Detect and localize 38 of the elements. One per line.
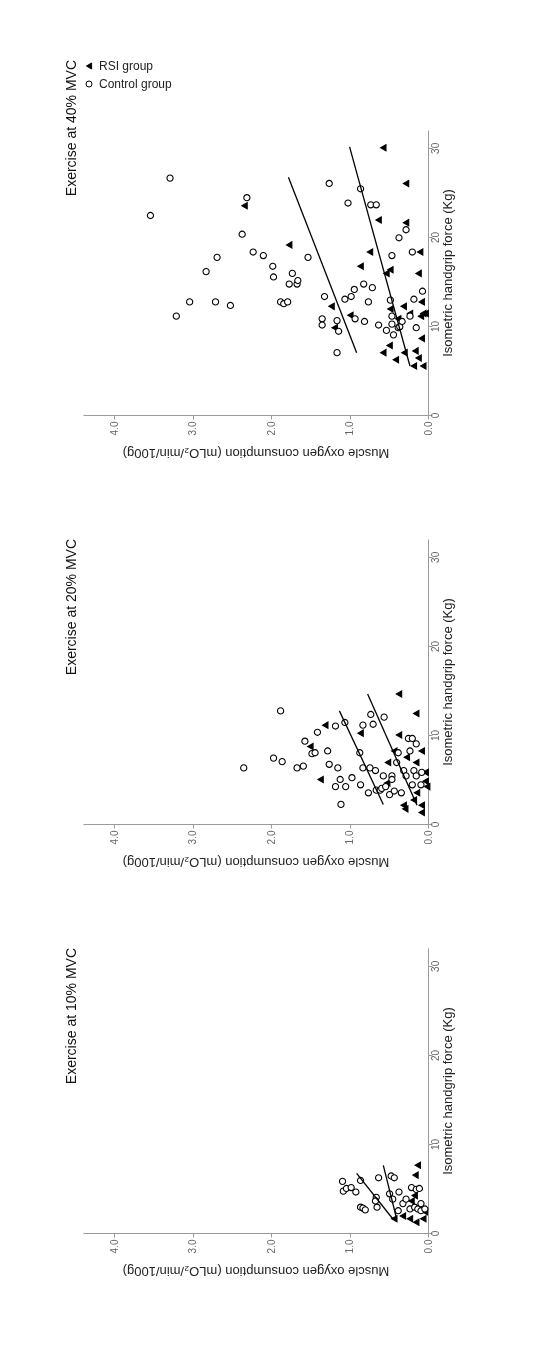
x-tick-label: 3.0 xyxy=(187,421,199,436)
y-tick-label: 30 xyxy=(429,960,441,972)
x-axis-title: Muscle oxygen consumption (mLO₂/min/100g) xyxy=(122,1264,390,1280)
y-tick-label: 10 xyxy=(429,320,441,332)
y-tick-label: 0 xyxy=(429,412,441,419)
y-tick-label: 30 xyxy=(429,142,441,154)
y-axis-title: Isometric handgrip force (Kg) xyxy=(439,189,455,357)
text: Exercise at 20% MVC xyxy=(63,539,79,676)
x-tick-label: 0.0 xyxy=(422,830,434,845)
y-tick-label: 20 xyxy=(429,231,441,243)
y-tick-label: 20 xyxy=(429,640,441,652)
x-tick-label: 4.0 xyxy=(108,830,120,845)
x-tick-label: 0.0 xyxy=(422,1239,434,1254)
x-tick-label: 3.0 xyxy=(187,830,199,845)
x-axis-title: Muscle oxygen consumption (mLO₂/min/100g) xyxy=(122,855,390,871)
x-tick-label: 2.0 xyxy=(265,830,277,845)
x-tick-label: 1.0 xyxy=(344,421,356,436)
chart-title: Exercise at 40% MVC xyxy=(63,60,79,197)
x-tick-label: 3.0 xyxy=(187,1239,199,1254)
y-tick-label: 0 xyxy=(429,821,441,828)
text: Exercise at 10% MVC xyxy=(63,948,79,1085)
x-tick-label: 4.0 xyxy=(108,1239,120,1254)
y-tick-label: 20 xyxy=(429,1049,441,1061)
y-tick-label: 30 xyxy=(429,551,441,563)
legend-label: RSI group xyxy=(99,59,154,73)
x-tick-label: 1.0 xyxy=(344,1239,356,1254)
x-tick-label: 1.0 xyxy=(344,830,356,845)
x-tick-label: 4.0 xyxy=(108,421,120,436)
y-tick-label: 0 xyxy=(429,1230,441,1237)
x-tick-label: 2.0 xyxy=(265,421,277,436)
legend-label: Control group xyxy=(99,77,173,91)
y-axis-title: Isometric handgrip force (Kg) xyxy=(439,598,455,766)
x-tick-label: 2.0 xyxy=(265,1239,277,1254)
x-tick-label: 0.0 xyxy=(422,421,434,436)
x-axis-title: Muscle oxygen consumption (mLO₂/min/100g) xyxy=(122,446,390,462)
y-tick-label: 10 xyxy=(429,729,441,741)
y-axis-title: Isometric handgrip force (Kg) xyxy=(439,1007,455,1175)
y-tick-label: 10 xyxy=(429,1138,441,1150)
